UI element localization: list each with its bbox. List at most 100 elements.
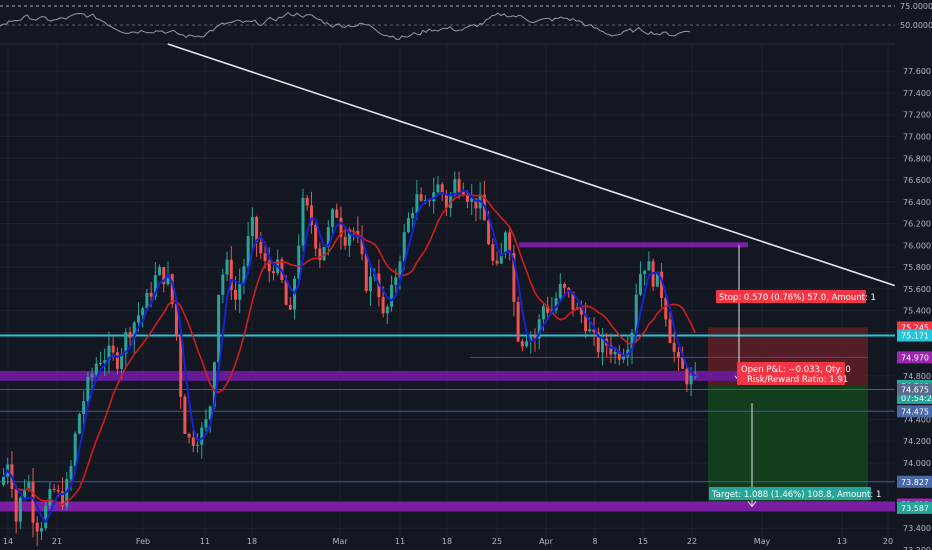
candle [179,330,183,409]
candle [335,203,339,219]
svg-text:74.675: 74.675 [901,385,929,394]
candle [660,263,664,308]
candle [255,215,259,257]
candle [676,347,680,371]
candle [225,251,229,282]
candle [647,251,651,271]
price-tick: 77.000 [903,132,931,141]
candle [584,302,588,338]
candle [529,331,533,354]
candle [82,390,86,424]
candle [638,261,642,297]
candle [141,306,145,328]
price-tick: 74.800 [903,372,931,381]
candle [651,258,655,292]
time-tick: 18 [247,537,257,546]
candle [419,187,423,202]
svg-text:74.970: 74.970 [901,353,929,362]
candle [297,234,301,284]
price-tick: 77.200 [903,111,931,120]
candle [208,405,212,433]
candle [128,326,132,347]
candle [432,177,436,214]
price-tick: 76.000 [903,241,931,250]
candle [428,199,432,207]
candle [115,347,119,375]
candle [508,228,512,261]
candle [491,238,495,266]
candle [554,291,558,314]
svg-text:07:54:27: 07:54:27 [901,394,932,403]
candle [474,198,478,222]
price-tick: 75.400 [903,307,931,316]
svg-text:74.475: 74.475 [901,407,929,416]
time-tick: 20 [883,537,893,546]
candle [685,363,689,393]
price-tag: 73.827 [897,475,932,488]
moving-average-red[interactable] [2,193,697,506]
candle [94,357,98,379]
candle [44,501,48,531]
svg-text:Open P&L: −0.033, Qty: 0: Open P&L: −0.033, Qty: 0 [741,365,851,375]
stop-label: Stop: 0.570 (0.76%) 57.0, Amount: 1 [716,290,876,303]
candle [31,467,35,538]
candle [613,346,617,364]
price-tag: 74.675 [897,383,932,396]
time-tick: 13 [837,537,847,546]
candle [35,515,39,547]
candle [592,317,596,347]
candle [52,483,56,493]
candle [436,176,440,194]
svg-text:Stop: 0.570 (0.76%) 57.0, Amou: Stop: 0.570 (0.76%) 57.0, Amount: 1 [719,293,876,303]
time-tick: 11 [395,537,405,546]
time-axis[interactable]: 14 21 Feb 11 18 Mar 11 18 25 Apr 8 15 22 May 13 20 [3,537,893,546]
descending-trendline[interactable] [167,43,895,287]
svg-text:73.587: 73.587 [901,504,929,513]
oscillator-pane[interactable]: 75.0000 50.0000 [0,0,932,45]
short-position-tool[interactable] [708,327,868,508]
candle [242,258,246,295]
time-tick: 14 [3,537,13,546]
candle [309,191,313,234]
candle [643,270,647,286]
candle [183,394,187,434]
price-tick: 73.400 [903,524,931,533]
price-tags: 75.24575.17174.97074.70807:54:2774.67574… [897,321,932,514]
candle [331,207,335,234]
candle [668,311,672,344]
target-label: Target: 1.088 (1.46%) 108.8, Amount: 1 [709,487,881,500]
support-zone-mid[interactable] [0,370,828,381]
time-tick: 8 [592,537,597,546]
candle [124,328,128,369]
candle [453,171,457,197]
candle [187,432,191,444]
price-tick: 76.800 [903,154,931,163]
candle [111,335,115,361]
support-zone-bottom[interactable] [0,501,895,512]
candle [271,265,275,281]
level-lines-blue[interactable] [0,388,895,483]
resistance-zone-top[interactable] [519,242,748,248]
candle [440,181,444,201]
candle [390,275,394,312]
svg-text:73.827: 73.827 [901,478,929,487]
candle [267,247,271,283]
candle [360,225,364,261]
candle [250,207,254,249]
candle [516,296,520,343]
oscillator-tick-75: 75.0000 [900,2,932,11]
candle [48,482,52,510]
price-tick: 75.600 [903,285,931,294]
svg-text:75.171: 75.171 [901,332,929,341]
candle [145,288,149,309]
candle [343,228,347,250]
candle [495,251,499,266]
moving-average-blue[interactable] [2,189,697,524]
candle [174,302,178,341]
time-tick: Feb [136,537,150,546]
price-tick: 76.600 [903,176,931,185]
candle [221,268,225,304]
candle [368,267,372,306]
candle [170,273,174,309]
